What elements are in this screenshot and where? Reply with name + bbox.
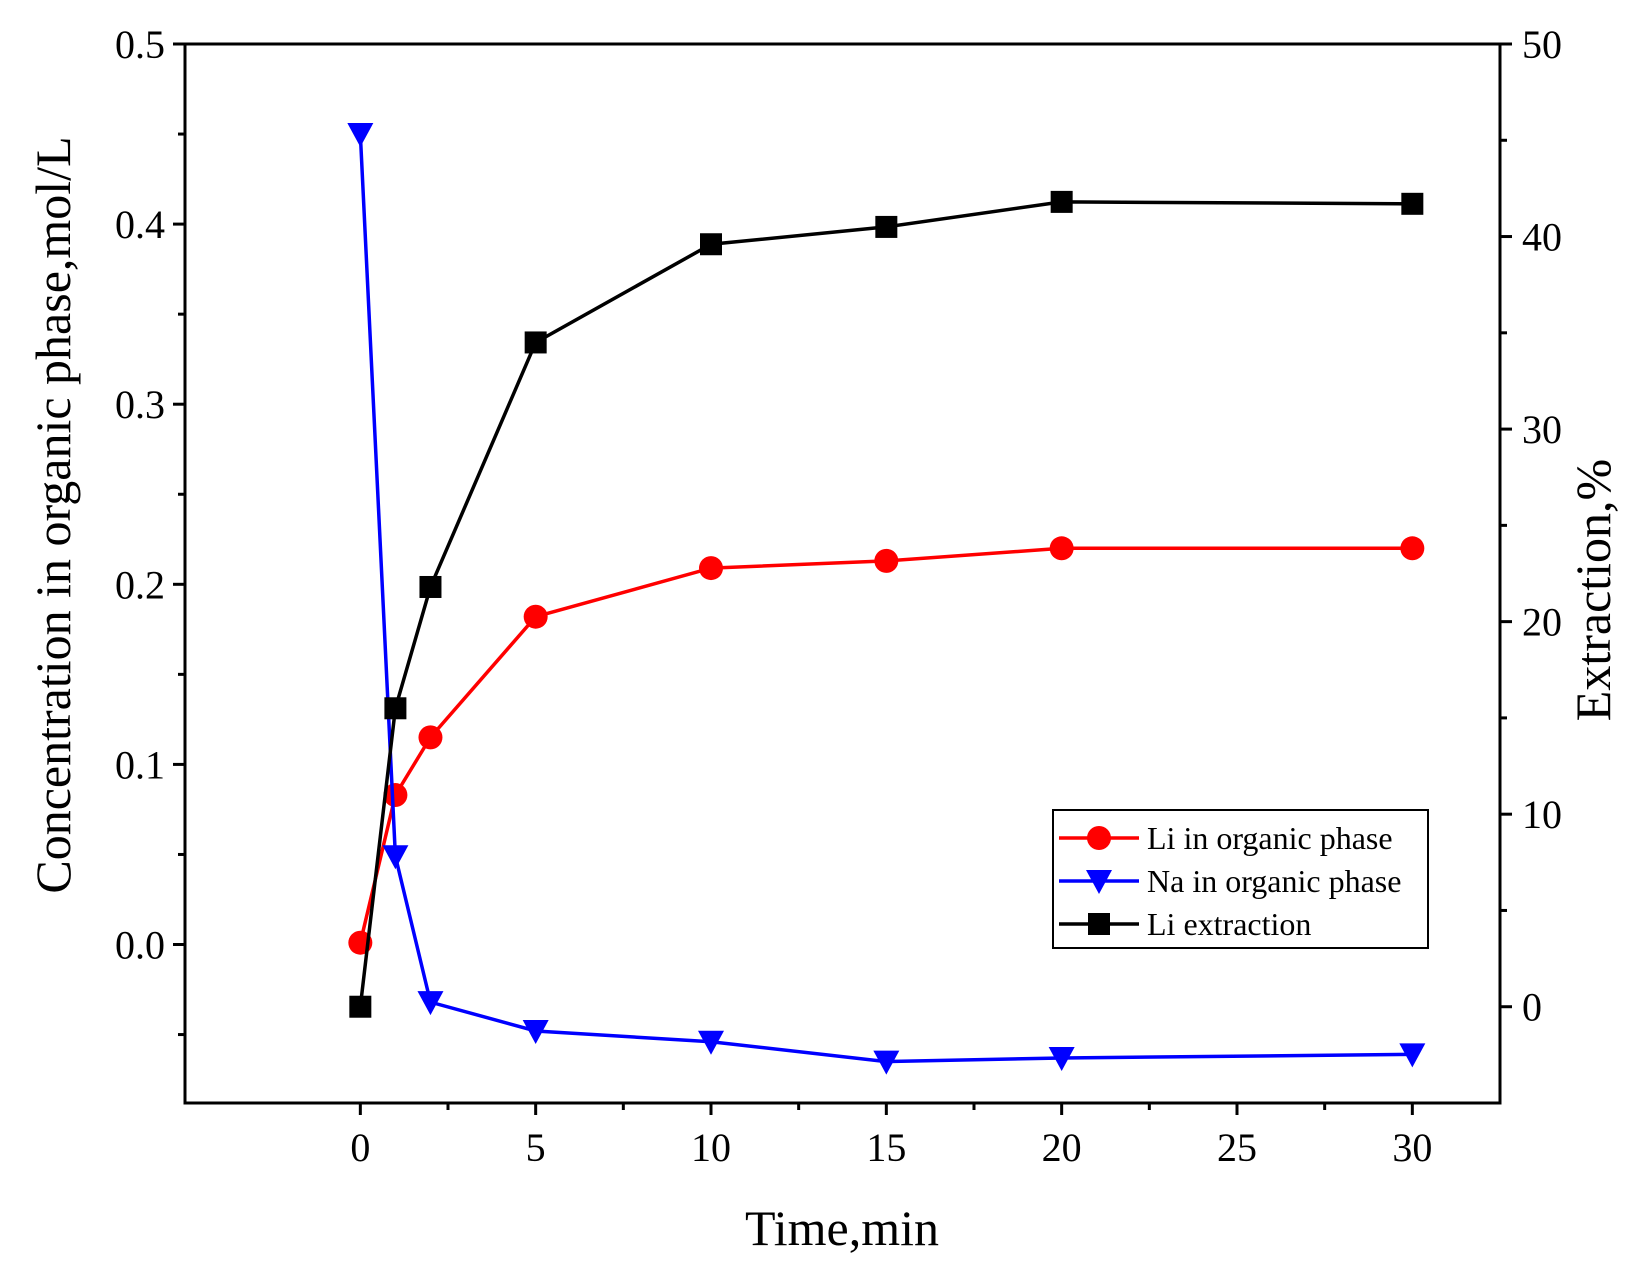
legend-marker (1087, 826, 1111, 850)
data-point (699, 556, 723, 581)
y-right-axis-title: Extraction,% (1565, 459, 1621, 721)
data-point (1050, 190, 1073, 213)
data-point (700, 233, 722, 256)
y-left-axis-title: Concentration in organic phase,mol/L (25, 136, 81, 893)
x-tick-label: 5 (526, 1125, 546, 1170)
data-point (1399, 1043, 1426, 1068)
axes-layer: 0 5 10 15 20 25 30 0.0 0.1 0.2 0.3 0.4 0.5 0 10 20 30 40 5… (115, 22, 1562, 1170)
legend-marker (1088, 913, 1110, 935)
series-layer (347, 123, 1426, 1075)
plot-frame (183, 42, 1502, 1105)
y-left-tick-label: 0.0 (115, 923, 165, 968)
data-point (874, 548, 899, 573)
data-point (382, 845, 409, 870)
data-point (873, 1050, 900, 1075)
data-point (419, 575, 442, 598)
y-left-tick-label: 0.3 (115, 382, 165, 427)
y-left-tick-label: 0.4 (115, 202, 165, 247)
data-point (417, 991, 444, 1016)
series-na-in-organic-phase (347, 123, 1426, 1075)
y-right-tick-label: 10 (1522, 792, 1562, 837)
data-point (875, 215, 898, 238)
data-point (1048, 1046, 1075, 1071)
y-right-tick-label: 0 (1522, 985, 1542, 1030)
data-point (1401, 192, 1424, 215)
y-right-tick-label: 40 (1522, 215, 1562, 260)
legend-label: Li extraction (1147, 906, 1311, 942)
data-point (698, 1030, 724, 1055)
y-right-tick-label: 50 (1522, 22, 1562, 67)
data-point (349, 995, 372, 1018)
y-right-tick-label: 30 (1522, 407, 1562, 452)
data-point (523, 604, 548, 629)
series-line (358, 200, 1413, 1007)
x-tick-label: 10 (691, 1125, 731, 1170)
x-axis-title: Time,min (745, 1200, 939, 1256)
y-right-tick-label: 20 (1522, 600, 1562, 645)
data-point (524, 331, 547, 354)
series-line (358, 133, 1413, 1064)
data-point (383, 783, 408, 808)
data-point (522, 1019, 549, 1044)
y-left-tick-label: 0.5 (115, 22, 165, 67)
x-tick-label: 15 (866, 1125, 906, 1170)
y-left-tick-label: 0.1 (115, 742, 165, 787)
legend-label: Li in organic phase (1147, 820, 1393, 856)
data-point (418, 725, 443, 750)
series-li-in-organic-phase (348, 536, 1425, 955)
x-tick-label: 20 (1042, 1125, 1082, 1170)
x-tick-label: 25 (1217, 1125, 1257, 1170)
legend-label: Na in organic phase (1147, 863, 1401, 899)
legend-marker (1086, 870, 1112, 894)
x-tick-label: 0 (350, 1125, 370, 1170)
data-point (1400, 536, 1425, 561)
data-point (384, 697, 407, 720)
y-left-tick-label: 0.2 (115, 562, 165, 607)
legend: Li in organic phase Na in organic phase Li… (1052, 809, 1429, 949)
data-point (1049, 536, 1074, 561)
data-point (347, 123, 374, 148)
x-tick-label: 30 (1392, 1125, 1432, 1170)
series-li-extraction (349, 190, 1424, 1018)
